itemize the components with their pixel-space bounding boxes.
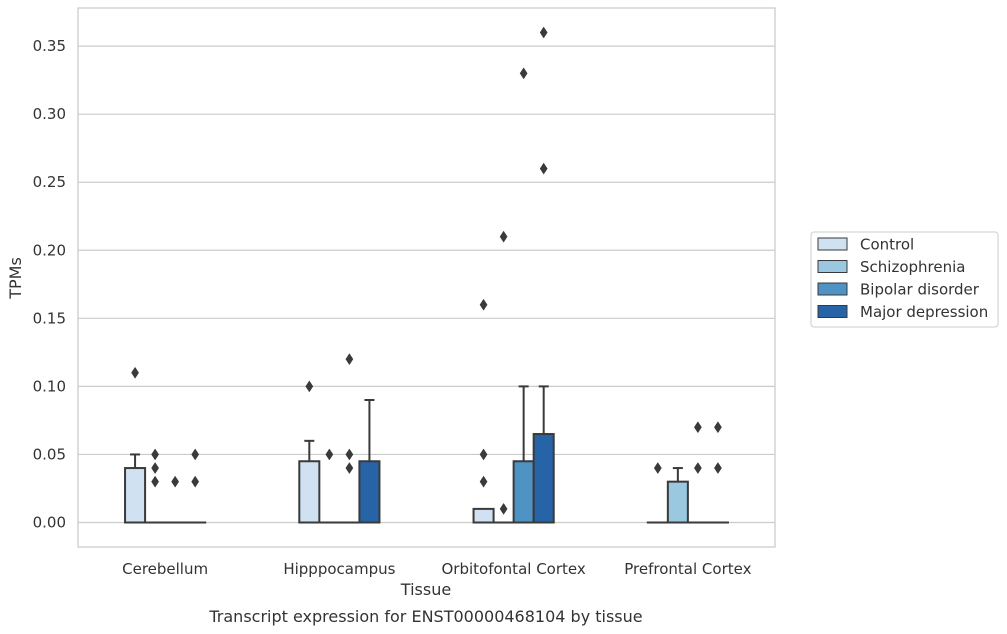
outlier-point <box>519 67 528 80</box>
outlier-point <box>151 462 160 475</box>
box-body <box>666 480 689 524</box>
outlier-point <box>171 475 180 488</box>
y-tick-label: 0.25 <box>33 173 66 191</box>
legend-swatch <box>817 305 848 318</box>
outlier-point <box>714 462 722 475</box>
outlier-point <box>499 502 508 515</box>
y-tick-label: 0.15 <box>33 309 66 327</box>
x-tick-label: Cerebellum <box>122 560 208 578</box>
outlier-point <box>191 448 200 461</box>
outlier-point <box>499 230 508 243</box>
outlier-point <box>653 462 662 475</box>
box-body <box>298 460 321 524</box>
outlier-point <box>345 462 354 475</box>
y-tick-label: 0.00 <box>33 514 66 532</box>
legend-swatch <box>817 282 848 296</box>
x-tick-label: Prefrontal Cortex <box>624 560 751 578</box>
y-tick-label: 0.20 <box>33 241 66 259</box>
y-tick-labels: 0.00 0.05 0.10 0.15 0.20 0.25 0.30 0.35 <box>33 37 66 531</box>
outlier-point <box>151 448 160 461</box>
outlier-point <box>305 380 314 393</box>
outlier-point <box>693 462 702 475</box>
legend-label: Major depression <box>860 303 988 321</box>
box-body <box>532 433 555 524</box>
legend-frame <box>810 231 999 328</box>
x-tick-label: Orbitofontal Cortex <box>442 560 586 578</box>
outlier-point <box>325 448 334 461</box>
outlier-point <box>191 475 200 488</box>
outlier-layer <box>131 26 722 515</box>
outlier-point <box>345 353 354 366</box>
box-bipolar-disorder <box>512 385 535 524</box>
outlier-point <box>693 421 702 434</box>
outlier-point <box>539 162 548 175</box>
legend: Control Schizophrenia Bipolar disorder Majo… <box>810 231 999 328</box>
plot-frame <box>77 7 776 548</box>
outlier-point <box>345 448 354 461</box>
box-schizophrenia <box>666 467 689 524</box>
x-tick-label: Hipppocampus <box>283 560 395 578</box>
legend-label: Bipolar disorder <box>860 281 980 299</box>
box-body <box>512 460 535 524</box>
outlier-point <box>539 26 548 39</box>
outlier-point <box>479 475 488 488</box>
box-body <box>124 467 147 524</box>
box-control <box>124 453 147 524</box>
x-axis-label: Tissue <box>400 580 451 599</box>
box-control <box>472 507 495 524</box>
x-tick-labels: Cerebellum Hipppocampus Orbitofontal Corte… <box>122 560 751 578</box>
chart-caption: Transcript expression for ENST0000046810… <box>208 607 642 626</box>
y-axis-label: TPMs <box>6 257 25 300</box>
box-major-depression <box>358 399 381 524</box>
outlier-point <box>131 366 139 379</box>
outlier-point <box>714 421 722 434</box>
outlier-point <box>479 448 488 461</box>
legend-swatch <box>817 237 848 251</box>
grid-layer <box>78 45 775 524</box>
box-layer <box>124 385 729 524</box>
y-tick-label: 0.05 <box>33 445 66 463</box>
box-body <box>472 507 495 524</box>
legend-label: Control <box>860 236 914 254</box>
box-major-depression <box>532 385 555 524</box>
y-tick-label: 0.10 <box>33 377 66 395</box>
y-tick-label: 0.35 <box>33 37 66 55</box>
y-tick-label: 0.30 <box>33 105 66 123</box>
legend-swatch <box>817 260 848 273</box>
box-body <box>358 460 381 524</box>
legend-label: Schizophrenia <box>860 258 965 276</box>
box-control <box>298 439 321 524</box>
outlier-point <box>479 298 488 311</box>
outlier-point <box>151 475 160 488</box>
